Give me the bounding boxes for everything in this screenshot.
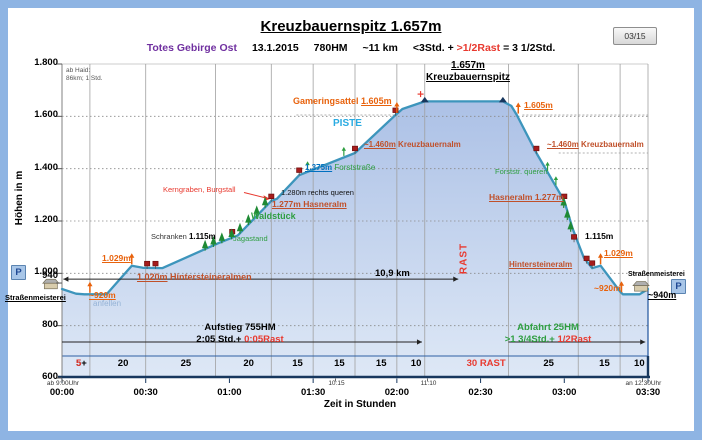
parking-icon-right: P (671, 279, 686, 294)
label-gameringsattel: Gameringsattel 1.605m (293, 96, 392, 106)
hintersteineralmen-name: Hintersteineralmen (170, 272, 252, 282)
y-tick-1000: 1.000 (34, 266, 58, 278)
x-axis-title: Zeit in Stunden (323, 399, 397, 410)
time-summary: <3Std. + >1/2Rast = 3 1/2Std. (413, 42, 555, 54)
label-1029-ascent: 1.029m (102, 253, 131, 263)
x-sub-label-0: ab 9:00Uhr (46, 380, 80, 387)
region-label: Totes Gebirge Ost (146, 42, 237, 54)
page-title: Kreuzbauernspitz 1.657m (260, 18, 442, 35)
label-hasneralm-ascent: 1.277m Hasneralm (272, 199, 347, 209)
x-tick-180: 03:00 (552, 387, 577, 398)
label-forststrasse: 1.375m Forststraße (305, 163, 376, 172)
abfahrt-time-green: >1 3/4Std.+ (504, 334, 555, 345)
elevation-gain-label: 780HM (313, 42, 348, 54)
label-strassenmeisterei-left: Straßenmeisterei (5, 293, 66, 302)
x-tick-60: 01:00 (217, 387, 242, 398)
x-tick-0: 00:00 (49, 387, 75, 398)
summit-elevation-label: 1.657m (451, 60, 485, 71)
aufstieg-time-black: 2:05 Std.+ (196, 334, 242, 345)
label-rechts-queren: 1.280m rechts queren (281, 188, 354, 197)
x-sub-label-208: an 12:30Uhr (625, 380, 662, 387)
y-tick-1200: 1.200 (34, 214, 58, 225)
label-forststr-queren: Forststr. queren (495, 167, 548, 176)
label-rast-vertical: RAST (458, 242, 470, 275)
label-kerngraben-burgstall: Kerngraben, Burgstall (163, 185, 236, 194)
hintersteineralmen-elev: 1.020m (137, 272, 168, 282)
label-anfellen: anfellen (93, 299, 122, 308)
schranken-elev: 1.115m (188, 232, 216, 241)
date-label: 13.1.2015 (251, 42, 299, 54)
x-tick-90: 01:30 (300, 387, 326, 398)
distance-label: ~11 km (362, 42, 398, 54)
label-920-descent: ~920m (594, 283, 621, 293)
x-sub-label-98: 10:15 (328, 380, 345, 387)
label-waldstueck: Waldstück (251, 211, 296, 221)
schranken-text: Schranken (151, 232, 187, 241)
y-tick-1400: 1.400 (34, 161, 58, 173)
label-aufstieg: Aufstieg 755HM (204, 322, 276, 333)
label-jagastand: Jagastand (233, 234, 268, 243)
kreuzbauernalm-ascent-name: Kreuzbauernalm (398, 140, 461, 149)
label-kreuzbauernalm-ascent: ~1.460m Kreuzbauernalm (364, 140, 461, 149)
y-tick-940: 940 (42, 270, 58, 282)
label-hintersteineralm-descent: Hintersteineralm (509, 260, 573, 269)
label-940-right: ~940m (648, 290, 677, 300)
x-tick-150: 02:30 (468, 387, 493, 398)
label-920-ascent: ~920m (89, 290, 116, 300)
gameringsattel-name: Gameringsattel (293, 96, 359, 106)
time-rast: >1/2Rast (456, 42, 501, 54)
y-tick-800: 800 (42, 318, 58, 330)
gameringsattel-elev: 1.605m (361, 96, 392, 106)
abfahrt-rast-red: 1/2Rast (557, 334, 592, 345)
y-tick-600: 600 (42, 371, 58, 382)
parking-icon-left: P (11, 265, 26, 280)
label-strassenmeisterei-right: Straßenmeisterei (628, 271, 685, 278)
label-1115-descent: 1.115m (585, 231, 614, 241)
x-tick-30: 00:30 (133, 387, 158, 398)
forststrasse-elev: 1.375m (305, 163, 333, 172)
label-schranken: Schranken 1.115m (151, 232, 216, 241)
x-tick-120: 02:00 (384, 387, 409, 398)
label-hasneralm-descent: Hasneralm 1.277m (489, 192, 564, 202)
label-hintersteineralmen: 1.020m Hintersteineralmen (137, 272, 252, 282)
y-tick-1600: 1.600 (34, 109, 58, 121)
kreuzbauernalm-ascent-elev: ~1.460m (364, 140, 396, 149)
label-aufstieg-time: 2:05 Std.+ 0:05Rast (170, 335, 310, 345)
time-total: = 3 1/2Std. (503, 42, 556, 54)
label-distance-10-9km: 10,9 km (375, 268, 410, 279)
label-abfahrt-time: >1 3/4Std.+ 1/2Rast (478, 335, 618, 345)
label-piste: PISTE (333, 118, 362, 129)
approach-info-line2: 86km; 1 Std. (66, 75, 103, 82)
label-1029-descent: 1.029m (604, 248, 633, 258)
aufstieg-rast-red: 0:05Rast (244, 334, 284, 345)
label-abfahrt: Abfahrt 25HM (517, 322, 579, 333)
label-kreuzbauernalm-descent: ~1.460m Kreuzbauernalm (547, 140, 644, 149)
x-tick-210: 03:30 (635, 387, 661, 398)
approach-info-line1: ab Haid: (66, 67, 91, 74)
label-1605-descent: 1.605m (524, 100, 553, 110)
kreuzbauernalm-descent-name: Kreuzbauernalm (581, 140, 644, 149)
summit-name-label: Kreuzbauernspitz (426, 72, 510, 83)
slide-number-badge: 03/15 (613, 27, 657, 45)
forststrasse-name: Forststraße (334, 163, 376, 172)
y-tick-1800: 1.800 (34, 57, 58, 68)
time-black: <3Std. + (412, 42, 454, 54)
x-sub-label-131: 11:10 (420, 380, 437, 387)
subtitle-row: Totes Gebirge Ost 13.1.2015 780HM ~11 km… (0, 42, 702, 54)
kreuzbauernalm-descent-elev: ~1.460m (547, 140, 579, 149)
